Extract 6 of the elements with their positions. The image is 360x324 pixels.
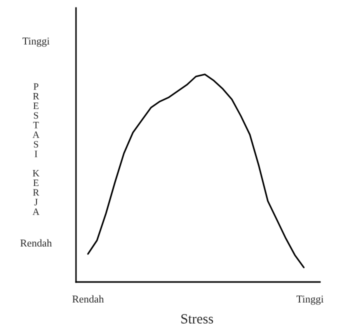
text: Tinggi [22, 38, 50, 47]
text: PRESTASI KERJA [32, 83, 40, 215]
text: Tinggi [296, 296, 324, 305]
x-axis-title: Stress [181, 314, 214, 324]
text: Rendah [72, 295, 104, 303]
text: Rendah [20, 239, 52, 247]
